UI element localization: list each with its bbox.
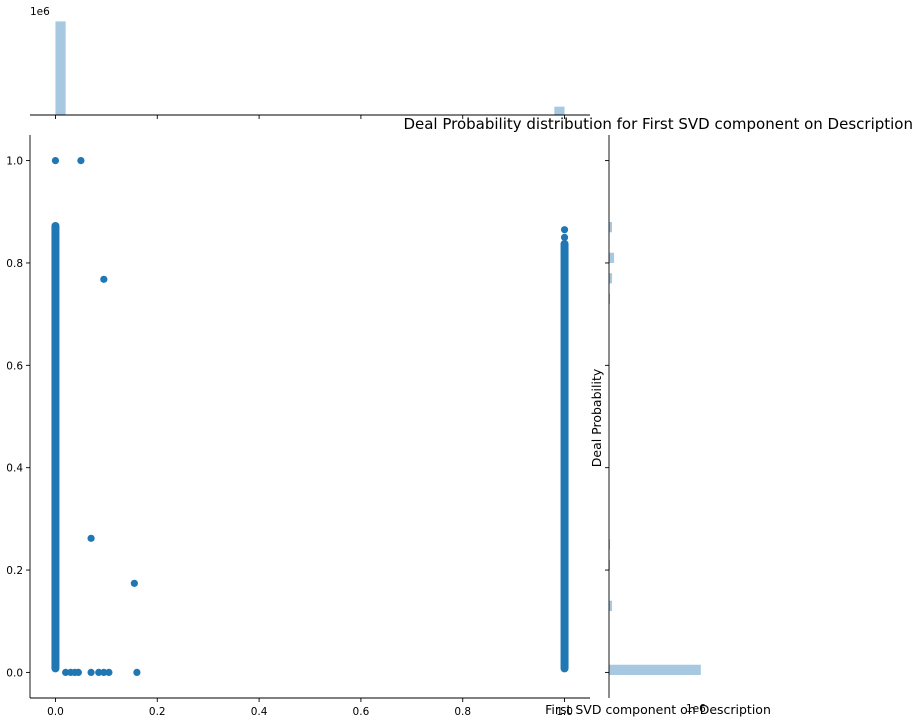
scatter-point: [74, 668, 82, 677]
y-tick-label: 0.8: [6, 258, 23, 270]
scatter-points: [51, 156, 569, 677]
right-hist-bar: [609, 664, 701, 675]
scatter-point: [62, 668, 70, 677]
right-hist-bar: [609, 252, 615, 263]
top-marginal-histogram: [30, 21, 590, 119]
scatter-point: [133, 668, 141, 677]
axes: 0.0 0.2 0.4 0.6 0.8 1.0 0.0 0.2 0.4 0.6 0.8 1.0: [6, 135, 590, 718]
chart-title: Deal Probability distribution for First …: [403, 115, 913, 133]
right-hist-bar: [609, 600, 613, 611]
y-tick-label: 0.0: [6, 667, 23, 679]
y-tick-label: 1.0: [6, 156, 23, 168]
top-hist-bar: [55, 21, 66, 115]
scatter-point: [100, 668, 108, 677]
top-hist-bar: [554, 106, 565, 115]
scatter-point: [51, 156, 60, 165]
x-tick-label: 0.8: [454, 706, 471, 718]
scatter-point: [77, 156, 85, 165]
right-marginal-histogram: [605, 135, 701, 698]
scatter-point: [105, 668, 113, 677]
scatter-point: [100, 275, 108, 283]
x-tick-label: 0.4: [251, 706, 268, 718]
scatter-point: [87, 534, 95, 542]
scatter-point: [87, 668, 95, 677]
x-tick-label: 0.6: [353, 706, 370, 718]
scatter-point: [560, 226, 569, 234]
right-offset-label: 1e6: [686, 703, 706, 715]
y-tick-label: 0.2: [6, 565, 23, 577]
top-offset-label: 1e6: [30, 6, 50, 18]
scatter-point: [95, 668, 103, 677]
right-hist-bar: [609, 222, 613, 233]
x-axis-title: First SVD component on Description: [545, 702, 771, 717]
x-tick-label: 0.0: [47, 706, 64, 718]
right-hist-bar: [609, 293, 611, 304]
scatter-column: [51, 222, 60, 673]
scatter-point: [560, 233, 569, 241]
y-tick-label: 0.4: [6, 463, 23, 475]
scatter-point: [130, 579, 138, 587]
x-tick-label: 1.0: [556, 706, 573, 718]
x-tick-label: 0.2: [149, 706, 166, 718]
y-axis-title: Deal Probability: [589, 368, 604, 467]
right-hist-bar: [609, 559, 611, 571]
y-tick-label: 0.6: [6, 360, 23, 372]
right-hist-bar: [609, 273, 613, 284]
right-hist-bar: [609, 539, 611, 550]
scatter-column: [560, 239, 569, 673]
